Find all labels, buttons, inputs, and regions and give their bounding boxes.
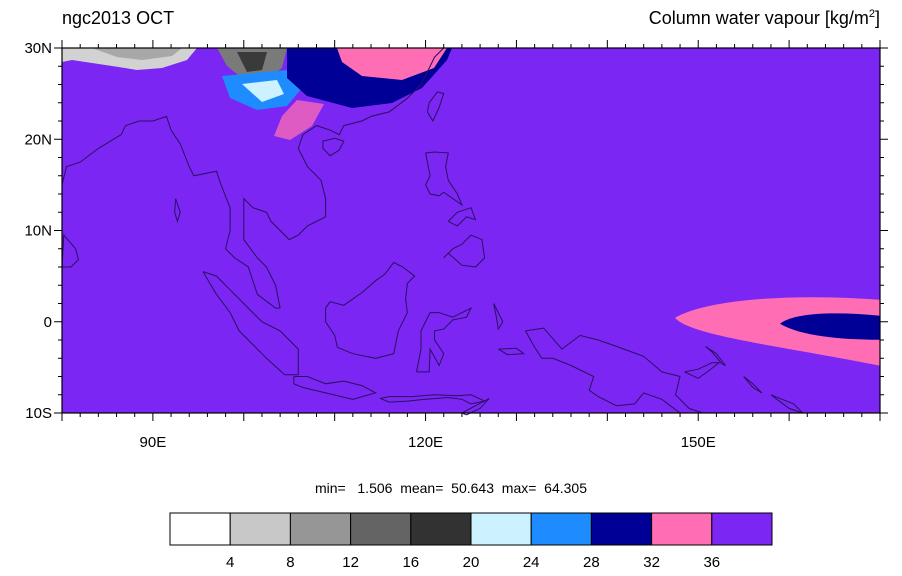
coastline-hainan <box>322 137 345 157</box>
coastline-lesser-sunda <box>379 394 487 405</box>
lat-label: 10N <box>24 223 52 240</box>
coastline-java <box>293 376 377 400</box>
coastline-luzon <box>425 151 464 207</box>
title-right-text: Column water vapour [kg/m <box>648 8 869 28</box>
lat-label: 20N <box>24 131 52 148</box>
lon-label: 90E <box>140 434 167 451</box>
dry-region-mid <box>92 48 182 60</box>
plot-title-right: Column water vapour [kg/m2] <box>649 8 880 29</box>
dry-region-darkest <box>237 52 267 72</box>
colorbar-label: 4 <box>226 554 234 571</box>
colorbar-label: 8 <box>286 554 294 571</box>
stats-line: min= 1.506 mean= 50.643 max= 64.305 <box>314 480 587 496</box>
colorbar-box <box>169 512 231 546</box>
colorbar: 4 8 12 16 20 24 28 32 36 <box>169 512 773 571</box>
coastline-indochina <box>243 47 445 309</box>
coastline-sri-lanka <box>61 233 79 268</box>
colorbar-label: 32 <box>643 554 660 571</box>
title-right-superscript: 2 <box>868 8 875 20</box>
lon-label: 150E <box>681 434 716 451</box>
colorbar-label: 12 <box>342 554 359 571</box>
lat-label: 10S <box>25 405 52 422</box>
colorbar-label: 36 <box>703 554 720 571</box>
coastline-new-ireland <box>705 345 726 366</box>
water-vapour-map: 30N 20N 10N 0 10S 90E 120E 150E <box>24 40 888 451</box>
colorbar-box <box>590 512 653 546</box>
colorbar-box <box>711 512 773 546</box>
colorbar-box <box>350 512 412 546</box>
lat-label: 0 <box>44 314 52 331</box>
colorbar-box <box>410 512 472 546</box>
colorbar-label: 28 <box>583 554 600 571</box>
coastline-halmahera <box>493 303 504 331</box>
colorbar-box <box>530 512 592 546</box>
title-right-close: ] <box>874 8 880 28</box>
coastline-timor <box>461 397 490 416</box>
coastline-mindanao <box>443 234 486 268</box>
colorbar-box <box>470 512 532 546</box>
moist-pink-band <box>337 48 447 80</box>
lon-label: 120E <box>408 434 443 451</box>
colorbar-label: 20 <box>463 554 480 571</box>
plot-title-left: ngc2013 OCT <box>62 8 175 28</box>
coastline-visayas <box>447 207 477 227</box>
coastline-new-britain <box>684 362 721 379</box>
moist-lightblue-patch <box>242 80 284 102</box>
colorbar-box <box>229 512 291 546</box>
lat-label: 30N <box>24 40 52 57</box>
colorbar-label: 24 <box>523 554 540 571</box>
coastline-seram <box>498 347 526 356</box>
coastline-taiwan <box>426 91 445 123</box>
colorbar-label: 16 <box>402 554 419 571</box>
pacific-navy-core <box>780 313 880 340</box>
moist-pink-patch <box>274 100 324 140</box>
coastline-sumatra <box>202 271 299 376</box>
coastline-sulawesi <box>416 306 473 373</box>
colorbar-box <box>651 512 713 546</box>
map-background <box>62 48 880 413</box>
coastline-borneo <box>325 261 416 359</box>
coastline-andaman <box>174 198 181 224</box>
coastline-india-east <box>61 115 281 309</box>
coastline-solomons <box>743 376 763 394</box>
colorbar-box <box>289 512 352 546</box>
